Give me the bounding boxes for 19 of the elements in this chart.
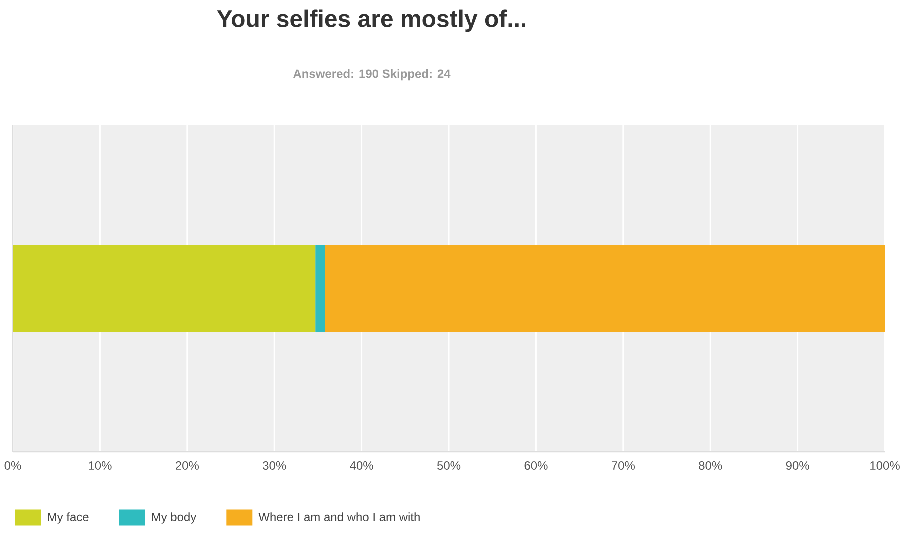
chart-subtitle: Answered: 190 Skipped: 24	[293, 69, 451, 81]
x-tick-label: 50%	[437, 462, 461, 470]
x-tick-label: 90%	[786, 462, 810, 470]
x-tick-label: 20%	[176, 462, 199, 470]
x-tick-label: 30%	[263, 462, 286, 470]
chart-title: Your selfies are mostly of...	[217, 10, 526, 32]
bar	[316, 244, 326, 332]
x-tick-label: 80%	[699, 462, 722, 470]
legend-label: My body	[152, 512, 197, 524]
x-tick-label: 40%	[350, 462, 374, 470]
x-tick-label: 0%	[4, 462, 22, 470]
x-tick-label: 10%	[89, 462, 112, 470]
x-tick-label: 70%	[612, 462, 635, 470]
legend-label: Where I am and who I am with	[258, 512, 420, 522]
x-tick-label: 60%	[524, 462, 548, 470]
x-tick-label: 100%	[870, 462, 900, 470]
legend-label: My face	[48, 512, 89, 524]
bar	[325, 244, 886, 332]
bar	[13, 244, 316, 332]
